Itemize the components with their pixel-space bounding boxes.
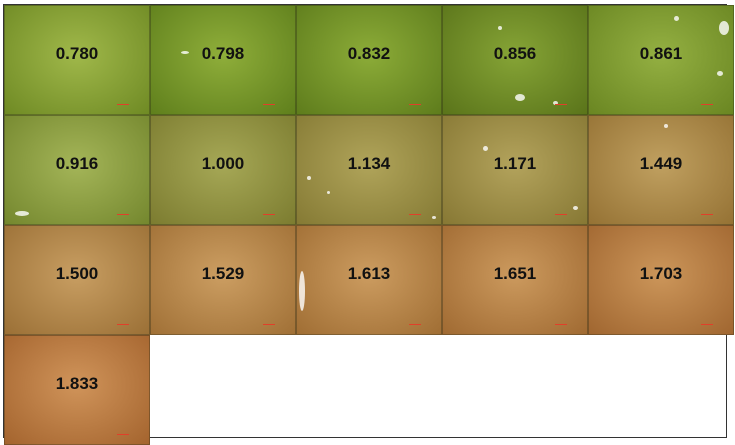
scale-bar xyxy=(409,324,421,325)
scale-bar xyxy=(555,104,567,105)
tile-value-label: 0.798 xyxy=(201,44,245,63)
scale-bar xyxy=(117,214,129,215)
scale-bar xyxy=(555,214,567,215)
debris-speck xyxy=(299,271,305,311)
scale-bar xyxy=(701,324,713,325)
debris-speck xyxy=(674,16,679,21)
tile-value-label: 0.916 xyxy=(55,154,99,173)
scale-bar xyxy=(117,324,129,325)
scale-bar xyxy=(701,214,713,215)
tile-value-label: 0.832 xyxy=(347,44,391,63)
scale-bar xyxy=(263,214,275,215)
debris-speck xyxy=(573,206,578,210)
debris-speck xyxy=(717,71,723,76)
tile-value-label: 1.500 xyxy=(55,264,99,283)
scale-bar xyxy=(117,434,129,435)
tile-value-label: 1.000 xyxy=(201,154,245,173)
sample-image-tile: 1.651 xyxy=(442,225,588,335)
tile-value-label: 1.651 xyxy=(493,264,537,283)
sample-image-tile: 1.529 xyxy=(150,225,296,335)
sample-image-tile: 1.134 xyxy=(296,115,442,225)
debris-speck xyxy=(515,94,525,101)
sample-image-tile: 1.000 xyxy=(150,115,296,225)
sample-image-tile: 1.500 xyxy=(4,225,150,335)
tile-value-label: 0.780 xyxy=(55,44,99,63)
tile-value-label: 1.613 xyxy=(347,264,391,283)
tile-value-label: 1.171 xyxy=(493,154,537,173)
sample-image-tile: 1.703 xyxy=(588,225,734,335)
debris-speck xyxy=(664,124,668,128)
sample-image-tile: 1.171 xyxy=(442,115,588,225)
sample-image-tile: 0.856 xyxy=(442,5,588,115)
debris-speck xyxy=(719,21,729,35)
tile-value-label: 0.861 xyxy=(639,44,683,63)
scale-bar xyxy=(409,104,421,105)
scale-bar xyxy=(117,104,129,105)
debris-speck xyxy=(432,216,436,219)
debris-speck xyxy=(553,101,558,105)
sample-image-tile: 0.861 xyxy=(588,5,734,115)
debris-speck xyxy=(498,26,502,30)
tile-value-label: 1.449 xyxy=(639,154,683,173)
debris-speck xyxy=(307,176,311,180)
scale-bar xyxy=(409,214,421,215)
scale-bar xyxy=(555,324,567,325)
debris-speck xyxy=(15,211,29,216)
scale-bar xyxy=(263,104,275,105)
tile-value-label: 0.856 xyxy=(493,44,537,63)
debris-speck xyxy=(483,146,488,151)
sample-image-tile: 0.780 xyxy=(4,5,150,115)
sample-image-tile: 0.798 xyxy=(150,5,296,115)
debris-speck xyxy=(181,51,189,54)
scale-bar xyxy=(263,324,275,325)
sample-image-tile: 1.449 xyxy=(588,115,734,225)
tile-value-label: 1.833 xyxy=(55,374,99,393)
tile-value-label: 1.703 xyxy=(639,264,683,283)
sample-image-tile: 0.916 xyxy=(4,115,150,225)
tile-value-label: 1.529 xyxy=(201,264,245,283)
sample-image-tile: 1.833 xyxy=(4,335,150,445)
sample-image-tile: 1.613 xyxy=(296,225,442,335)
debris-speck xyxy=(327,191,330,194)
tile-value-label: 1.134 xyxy=(347,154,391,173)
image-grid: 0.780 0.798 0.832 0.856 0.861 0.916 1.000 1.134… xyxy=(3,4,734,445)
sample-image-tile: 0.832 xyxy=(296,5,442,115)
scale-bar xyxy=(701,104,713,105)
